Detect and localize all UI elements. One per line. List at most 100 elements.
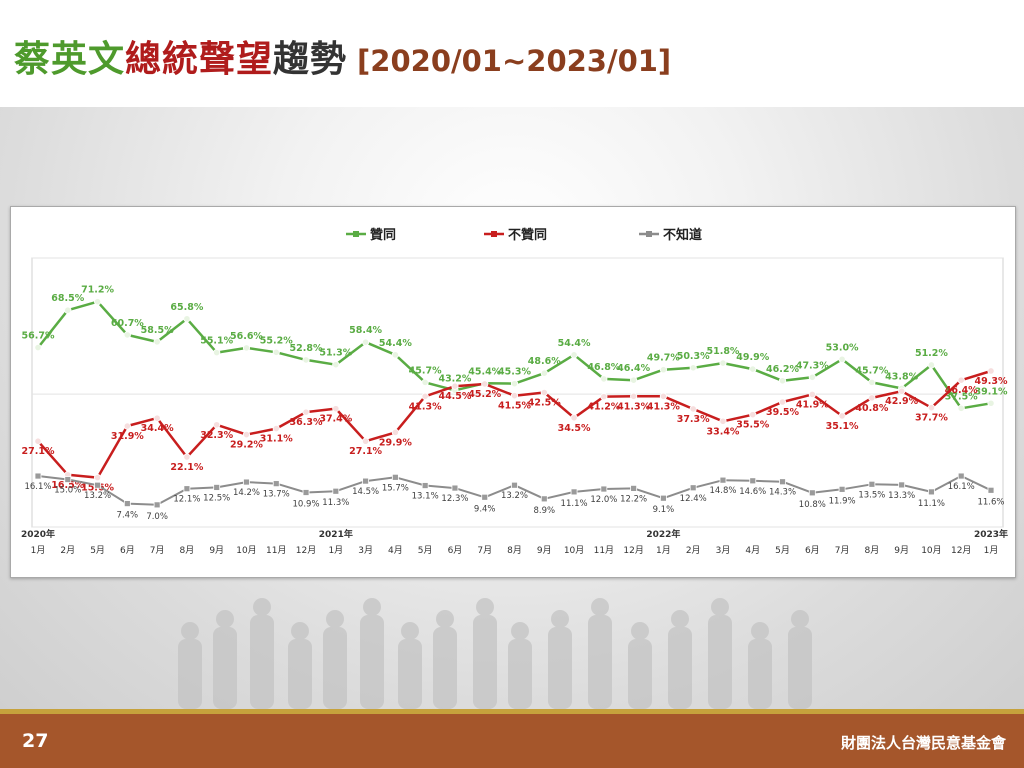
data-point-unknown [362,477,369,485]
x-tick-label: 8月 [180,545,195,556]
data-point-unknown [64,476,72,483]
data-point-disapprove [510,392,519,400]
silhouette-head [436,610,454,628]
x-tick-label: 2月 [686,545,701,556]
data-point-unknown [600,485,608,493]
data-point-approve [93,298,102,306]
data-label: 14.6% [739,487,766,497]
data-point-unknown [391,473,399,481]
year-label: 2021年 [319,528,353,540]
data-label: 56.6% [230,331,263,342]
data-label: 34.5% [558,423,591,434]
data-point-disapprove [778,398,787,406]
data-point-approve [34,343,42,352]
x-tick-label: 12月 [623,545,643,556]
data-point-unknown [868,480,876,488]
data-point-unknown [123,500,131,507]
data-point-approve [987,399,995,407]
silhouette-body [213,627,237,709]
data-label: 55.2% [260,335,293,346]
silhouette-head [671,610,689,628]
data-label: 12.0% [590,495,617,505]
data-label: 45.7% [855,365,888,376]
data-label: 41.3% [617,401,650,412]
silhouette-body [473,615,497,709]
data-label: 37.7% [915,413,948,424]
data-label: 35.5% [736,420,769,431]
footer-bar: 27 財團法人台灣民意基金會 [0,714,1024,768]
data-point-unknown [749,477,757,485]
data-point-unknown [332,487,340,495]
data-label: 16.1% [24,482,51,492]
x-tick-label: 6月 [448,545,463,556]
data-label: 11.1% [918,499,945,509]
x-tick-label: 5月 [775,545,790,556]
x-tick-label: 12月 [296,545,316,556]
data-point-approve [213,349,221,357]
data-label: 31.9% [111,431,144,442]
x-tick-label: 2月 [60,545,75,556]
data-label: 55.1% [200,336,233,347]
data-point-approve [600,375,608,383]
data-label: 12.3% [441,494,468,504]
data-point-approve [570,351,578,359]
data-label: 58.5% [141,325,174,336]
data-label: 39.5% [766,407,799,418]
data-label: 42.9% [885,396,918,407]
silhouette-head [291,622,309,640]
silhouette-body [788,627,812,709]
data-point-approve [332,361,340,369]
silhouette-head [631,622,649,640]
data-point-disapprove [213,421,221,429]
data-label: 49.3% [975,376,1008,387]
data-point-approve [64,306,72,314]
data-point-approve [808,373,816,381]
x-tick-label: 1月 [328,545,343,556]
year-label: 2023年 [974,528,1008,540]
data-label: 22.1% [170,462,203,473]
data-point-unknown [94,481,101,489]
legend-label: 贊同 [370,227,396,243]
data-point-unknown [928,488,935,496]
x-tick-label: 4月 [745,545,760,556]
data-point-unknown [272,480,280,488]
data-label: 14.5% [352,487,379,497]
data-label: 36.3% [290,417,323,428]
data-point-disapprove [183,453,191,461]
x-tick-label: 7月 [835,545,850,556]
silhouette-body [628,639,652,709]
data-point-unknown [570,488,578,496]
data-point-disapprove [600,393,608,401]
legend-swatch-marker [353,231,359,237]
data-point-disapprove [689,405,697,413]
data-label: 46.2% [766,364,799,375]
title-date-range: [2020/01~2023/01] [357,44,672,78]
data-point-disapprove [927,404,936,412]
data-label: 33.4% [706,426,739,437]
x-tick-label: 6月 [120,545,135,556]
silhouette-body [708,615,732,709]
data-label: 15.7% [382,483,409,493]
footer-accent-line [0,709,1024,714]
data-label: 60.7% [111,318,144,329]
year-label: 2022年 [646,528,680,540]
data-label: 10.8% [799,500,826,510]
data-label: 45.7% [409,365,442,376]
legend-label: 不贊同 [508,227,547,243]
data-label: 49.7% [647,353,680,364]
data-point-unknown [808,489,816,497]
data-label: 58.4% [349,325,382,336]
x-tick-label: 9月 [894,545,909,556]
data-point-approve [630,376,638,384]
data-point-approve [123,331,131,339]
silhouette-body [668,627,692,709]
silhouette-head [326,610,344,628]
x-tick-label: 8月 [865,545,880,556]
data-label: 65.8% [170,302,203,313]
data-label: 45.3% [498,367,531,378]
data-point-unknown [660,494,667,502]
data-label: 12.2% [620,494,647,504]
x-tick-label: 9月 [537,545,552,556]
legend-swatch-marker [491,231,497,237]
data-point-approve [391,351,399,359]
